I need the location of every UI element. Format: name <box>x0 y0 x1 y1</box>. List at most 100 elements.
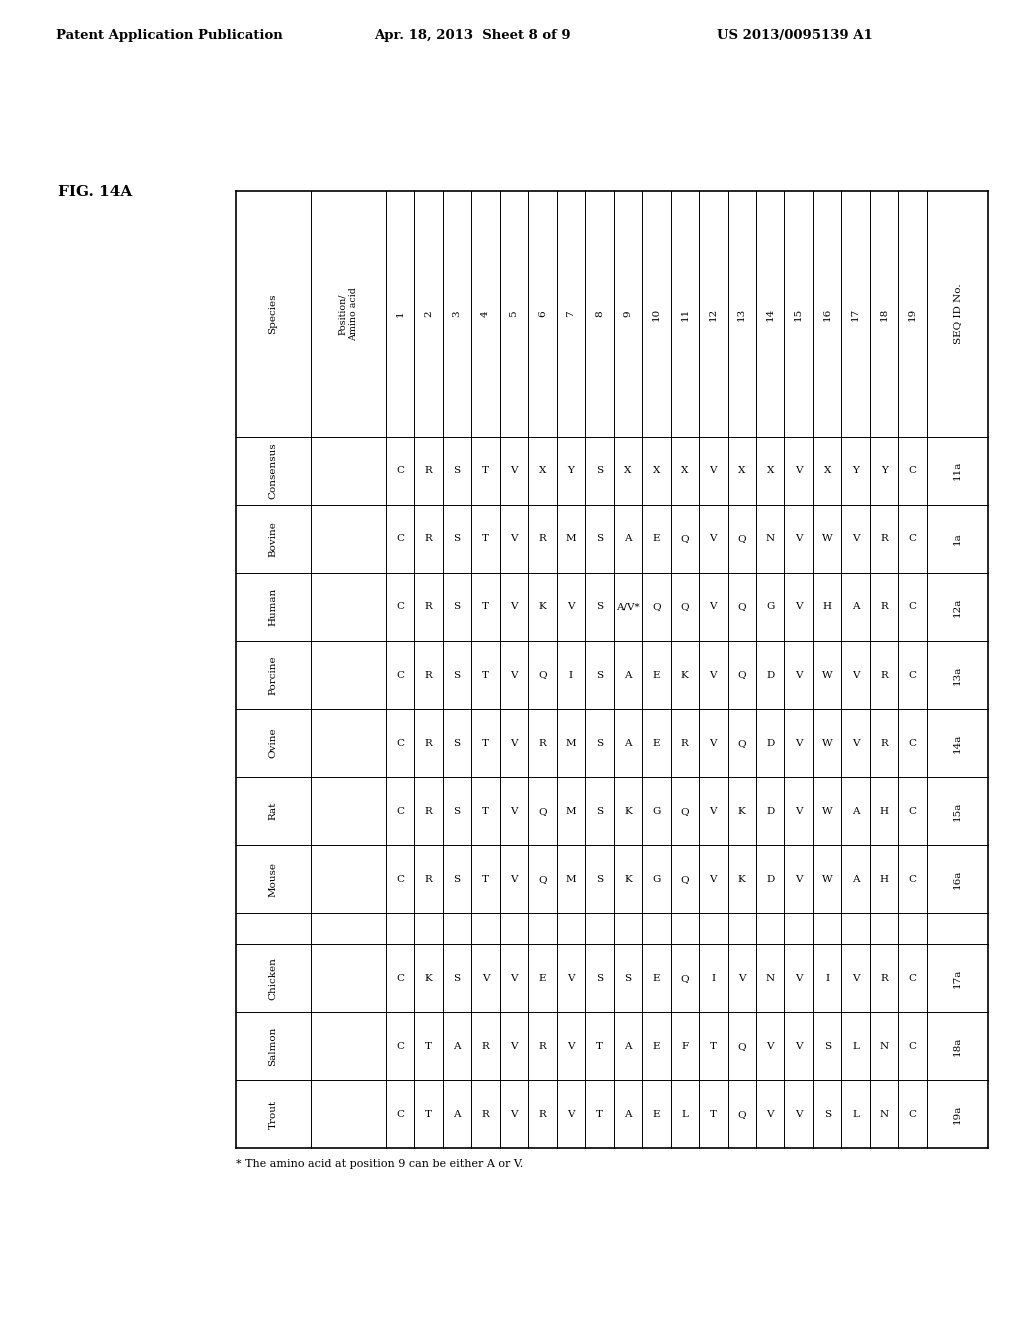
Text: K: K <box>539 602 547 611</box>
Text: W: W <box>822 807 833 816</box>
Text: C: C <box>396 535 404 544</box>
Text: R: R <box>425 875 432 884</box>
Text: C: C <box>908 671 916 680</box>
Text: V: V <box>767 1110 774 1119</box>
Text: V: V <box>852 974 859 982</box>
Text: 14: 14 <box>766 308 775 321</box>
Text: E: E <box>539 974 546 982</box>
Text: A: A <box>852 602 859 611</box>
Text: S: S <box>596 466 603 475</box>
Text: A: A <box>624 535 632 544</box>
Text: K: K <box>624 875 632 884</box>
Text: V: V <box>567 974 574 982</box>
Text: D: D <box>766 807 774 816</box>
Text: Q: Q <box>737 671 746 680</box>
Text: W: W <box>822 671 833 680</box>
Text: E: E <box>652 1041 660 1051</box>
Text: Q: Q <box>737 535 746 544</box>
Text: 1a: 1a <box>953 532 962 545</box>
Text: T: T <box>482 535 489 544</box>
Text: Q: Q <box>737 1041 746 1051</box>
Text: N: N <box>880 1110 889 1119</box>
Text: Porcine: Porcine <box>268 655 278 694</box>
Text: R: R <box>425 602 432 611</box>
Text: C: C <box>396 466 404 475</box>
Text: F: F <box>681 1041 688 1051</box>
Text: C: C <box>396 807 404 816</box>
Text: V: V <box>710 875 717 884</box>
Text: V: V <box>510 807 518 816</box>
Text: T: T <box>482 739 489 747</box>
Text: V: V <box>510 1110 518 1119</box>
Text: S: S <box>454 671 461 680</box>
Text: T: T <box>425 1110 432 1119</box>
Text: 13: 13 <box>737 308 746 321</box>
Text: Bovine: Bovine <box>268 521 278 557</box>
Text: 16: 16 <box>822 308 831 321</box>
Text: M: M <box>565 739 577 747</box>
Text: X: X <box>823 466 830 475</box>
Text: S: S <box>596 602 603 611</box>
Text: Q: Q <box>681 807 689 816</box>
Text: G: G <box>652 875 660 884</box>
Text: R: R <box>425 535 432 544</box>
Text: S: S <box>454 466 461 475</box>
Text: Human: Human <box>268 587 278 626</box>
Text: 18a: 18a <box>953 1036 962 1056</box>
Text: Mouse: Mouse <box>268 862 278 896</box>
Text: 6: 6 <box>538 310 547 317</box>
Text: A: A <box>624 1110 632 1119</box>
Text: S: S <box>596 535 603 544</box>
Text: V: V <box>510 671 518 680</box>
Text: FIG. 14A: FIG. 14A <box>58 185 133 199</box>
Text: E: E <box>652 535 660 544</box>
Text: W: W <box>822 535 833 544</box>
Text: T: T <box>710 1110 717 1119</box>
Text: V: V <box>795 602 803 611</box>
Text: 19: 19 <box>908 308 918 321</box>
Text: V: V <box>510 974 518 982</box>
Text: S: S <box>454 974 461 982</box>
Text: X: X <box>681 466 688 475</box>
Text: A: A <box>454 1110 461 1119</box>
Text: V: V <box>795 1110 803 1119</box>
Text: Q: Q <box>737 739 746 747</box>
Text: K: K <box>738 875 745 884</box>
Text: X: X <box>625 466 632 475</box>
Text: 7: 7 <box>566 310 575 317</box>
Text: H: H <box>880 875 889 884</box>
Text: Ovine: Ovine <box>268 727 278 759</box>
Text: V: V <box>710 535 717 544</box>
Text: US 2013/0095139 A1: US 2013/0095139 A1 <box>717 29 872 42</box>
Text: V: V <box>795 1041 803 1051</box>
Text: S: S <box>625 974 632 982</box>
Text: C: C <box>908 974 916 982</box>
Text: Q: Q <box>681 602 689 611</box>
Text: V: V <box>710 671 717 680</box>
Text: Y: Y <box>567 466 574 475</box>
Text: 9: 9 <box>624 310 633 317</box>
Text: R: R <box>881 535 888 544</box>
Text: N: N <box>766 535 775 544</box>
Text: C: C <box>908 739 916 747</box>
Text: A: A <box>624 1041 632 1051</box>
Text: V: V <box>795 807 803 816</box>
Text: C: C <box>908 875 916 884</box>
Text: H: H <box>822 602 831 611</box>
Text: C: C <box>396 875 404 884</box>
Text: Y: Y <box>852 466 859 475</box>
Text: Rat: Rat <box>268 803 278 821</box>
Text: C: C <box>908 602 916 611</box>
Text: 17a: 17a <box>953 969 962 987</box>
Text: S: S <box>596 671 603 680</box>
Text: 8: 8 <box>595 310 604 317</box>
Text: V: V <box>567 602 574 611</box>
Text: S: S <box>454 807 461 816</box>
Text: L: L <box>681 1110 688 1119</box>
Text: X: X <box>539 466 546 475</box>
Text: S: S <box>823 1041 830 1051</box>
Text: V: V <box>852 671 859 680</box>
Text: T: T <box>482 466 489 475</box>
Text: V: V <box>852 739 859 747</box>
Text: C: C <box>396 974 404 982</box>
